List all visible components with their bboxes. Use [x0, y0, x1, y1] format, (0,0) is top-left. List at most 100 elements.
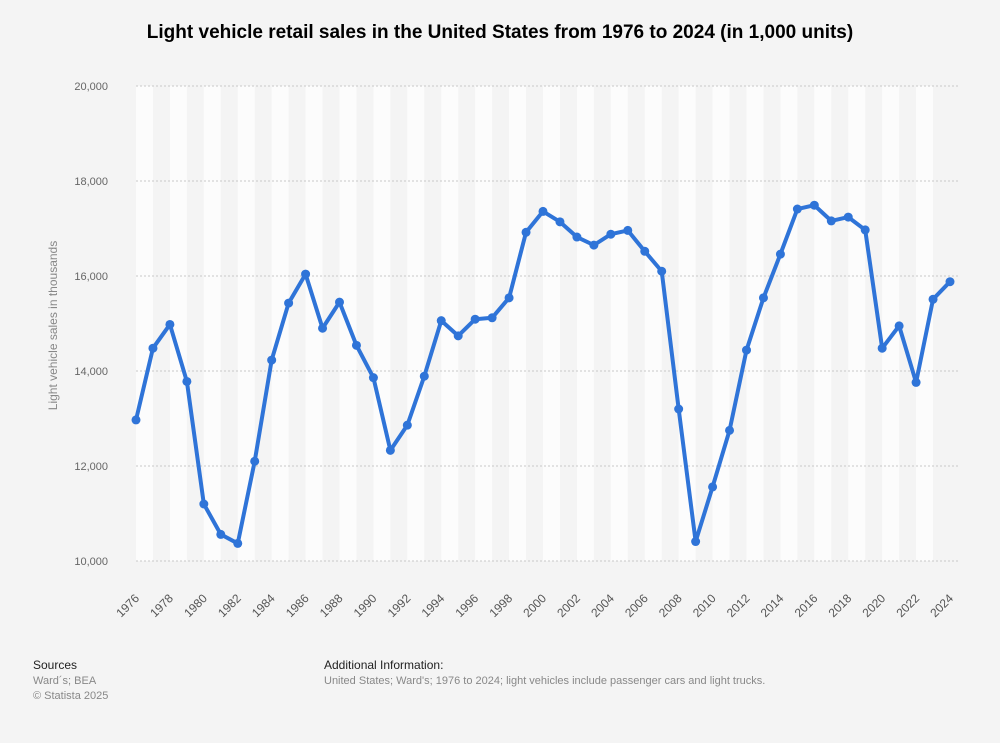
x-tick-label: 2020: [860, 591, 889, 620]
data-point-1996: [470, 314, 480, 324]
data-point-2015: [792, 204, 802, 214]
data-point-1982: [233, 538, 243, 548]
background-band: [644, 86, 662, 561]
y-axis-label: Light vehicle sales in thousands: [46, 241, 60, 410]
background-band: [780, 86, 798, 561]
data-point-2005: [623, 225, 633, 235]
data-point-2022: [911, 377, 921, 387]
data-point-2001: [555, 217, 565, 227]
data-point-2017: [826, 216, 836, 226]
gridlines: [136, 85, 960, 562]
background-band: [169, 86, 187, 561]
data-point-2013: [758, 293, 768, 303]
x-tick-label: 1982: [215, 591, 244, 620]
x-tick-label: 1984: [249, 591, 278, 620]
background-bands: [136, 86, 934, 561]
y-tick-label: 14,000: [74, 366, 108, 378]
x-tick-label: 2004: [588, 591, 617, 620]
data-point-2006: [640, 246, 650, 256]
data-point-2020: [877, 343, 887, 353]
data-point-2019: [860, 225, 870, 235]
background-band: [543, 86, 560, 561]
data-point-1988: [335, 297, 344, 307]
background-band: [848, 86, 866, 561]
data-point-1981: [216, 529, 226, 539]
data-point-1979: [182, 376, 192, 386]
x-tick-label: 2022: [893, 591, 922, 620]
sources-block: Sources Ward´s; BEA © Statista 2025: [33, 658, 108, 704]
data-point-2014: [775, 249, 785, 259]
line-chart: 10,000 12,000 14,000 16,000 18,000 20,000 197…: [46, 81, 960, 620]
data-point-1976: [131, 415, 141, 425]
data-point-1989: [351, 340, 361, 350]
data-point-1998: [504, 293, 514, 303]
data-point-2024: [945, 277, 955, 287]
x-tick-label: 1986: [283, 591, 312, 620]
data-point-2016: [809, 200, 819, 210]
data-point-2021: [894, 321, 904, 331]
background-band: [576, 86, 594, 561]
data-point-2004: [606, 229, 616, 239]
background-band: [441, 86, 459, 561]
x-tick-label: 2008: [656, 591, 685, 620]
x-tick-label: 2010: [690, 591, 719, 620]
x-tick-label: 1992: [385, 591, 414, 620]
background-band: [407, 86, 425, 561]
additional-info-heading: Additional Information:: [324, 658, 444, 672]
x-tick-label: 1980: [181, 591, 210, 620]
data-point-1977: [148, 343, 158, 353]
data-point-1995: [453, 331, 463, 341]
x-tick-label: 1978: [147, 591, 176, 620]
data-point-2023: [928, 294, 938, 304]
data-point-1985: [284, 298, 294, 308]
data-point-2012: [742, 345, 751, 355]
data-point-1997: [487, 313, 497, 323]
x-tick-label: 1976: [113, 591, 142, 620]
background-band: [610, 86, 628, 561]
x-tick-label: 1998: [486, 591, 515, 620]
x-tick-label: 1990: [351, 591, 380, 620]
data-point-2003: [589, 240, 599, 250]
data-point-1991: [385, 445, 395, 455]
background-band: [271, 86, 289, 561]
data-point-1990: [368, 373, 378, 383]
x-tick-label: 1988: [317, 591, 346, 620]
x-tick-label: 1996: [453, 591, 482, 620]
copyright-line: © Statista 2025: [33, 690, 109, 702]
background-band: [475, 86, 493, 561]
data-point-1993: [419, 371, 429, 381]
data-point-1986: [301, 269, 311, 279]
background-band: [373, 86, 391, 561]
data-point-2010: [708, 482, 718, 492]
data-point-2008: [674, 404, 684, 414]
y-tick-label: 16,000: [74, 271, 108, 283]
additional-info-text: United States; Ward's; 1976 to 2024; lig…: [324, 675, 766, 687]
data-point-1984: [267, 355, 277, 365]
data-point-2009: [691, 537, 701, 547]
background-band: [203, 86, 221, 561]
data-points: [131, 200, 955, 548]
additional-info-block: Additional Information: United States; W…: [324, 658, 765, 689]
data-point-1980: [199, 499, 209, 509]
x-tick-label: 2002: [554, 591, 583, 620]
sources-heading: Sources: [33, 658, 78, 672]
x-tick-label: 2006: [622, 591, 651, 620]
background-band: [305, 86, 323, 561]
background-band: [882, 86, 900, 561]
data-point-1992: [402, 420, 412, 430]
data-point-2000: [538, 206, 548, 216]
x-tick-label: 2016: [792, 591, 821, 620]
chart-title: Light vehicle retail sales in the United…: [146, 22, 854, 43]
data-point-2002: [572, 232, 582, 242]
background-band: [509, 86, 527, 561]
y-tick-label: 18,000: [74, 176, 108, 188]
y-axis-ticks: 10,000 12,000 14,000 16,000 18,000 20,000: [74, 81, 108, 568]
background-band: [136, 86, 153, 561]
x-tick-label: 2024: [927, 591, 956, 620]
data-point-2007: [657, 266, 667, 276]
y-tick-label: 20,000: [74, 81, 108, 93]
data-point-1994: [436, 316, 446, 326]
data-point-2011: [725, 425, 735, 435]
data-point-1978: [165, 319, 175, 329]
data-point-1983: [250, 456, 260, 466]
